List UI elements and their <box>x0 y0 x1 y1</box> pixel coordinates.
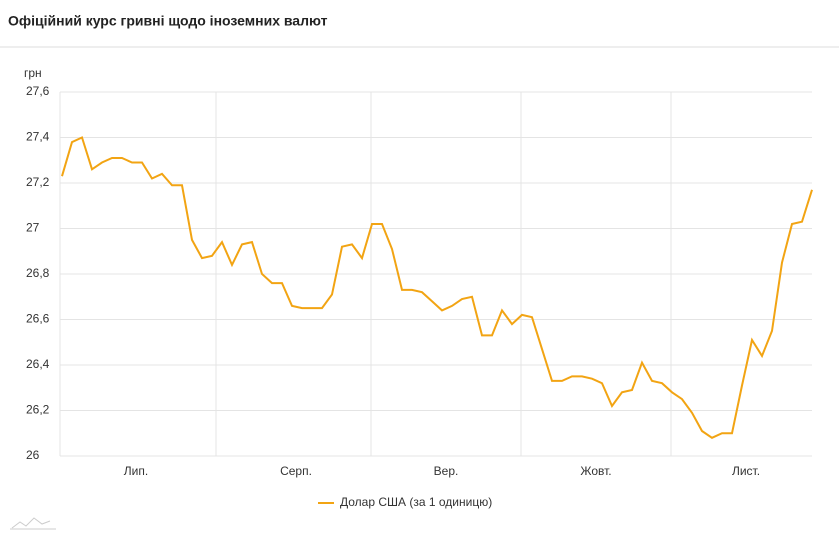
y-tick-label: 26,4 <box>26 357 50 371</box>
legend-label: Долар США (за 1 одиницю) <box>340 495 492 509</box>
page-title: Офіційний курс гривні щодо іноземних вал… <box>8 13 328 29</box>
x-tick-label: Лип. <box>124 464 148 478</box>
y-tick-label: 26,8 <box>26 266 50 280</box>
y-tick-label: 27,6 <box>26 84 50 98</box>
y-tick-label: 26,6 <box>26 312 50 326</box>
x-tick-label: Жовт. <box>580 464 611 478</box>
y-tick-label: 27,2 <box>26 175 50 189</box>
y-tick-label: 26 <box>26 448 40 462</box>
x-tick-label: Серп. <box>280 464 312 478</box>
y-axis-label: грн <box>24 66 42 80</box>
logo <box>10 517 56 530</box>
y-tick-label: 27,4 <box>26 130 50 144</box>
x-tick-label: Вер. <box>434 464 459 478</box>
y-tick-label: 27 <box>26 221 40 235</box>
y-tick-label: 26,2 <box>26 403 50 417</box>
data-line <box>61 136 813 439</box>
x-tick-label: Лист. <box>732 464 760 478</box>
